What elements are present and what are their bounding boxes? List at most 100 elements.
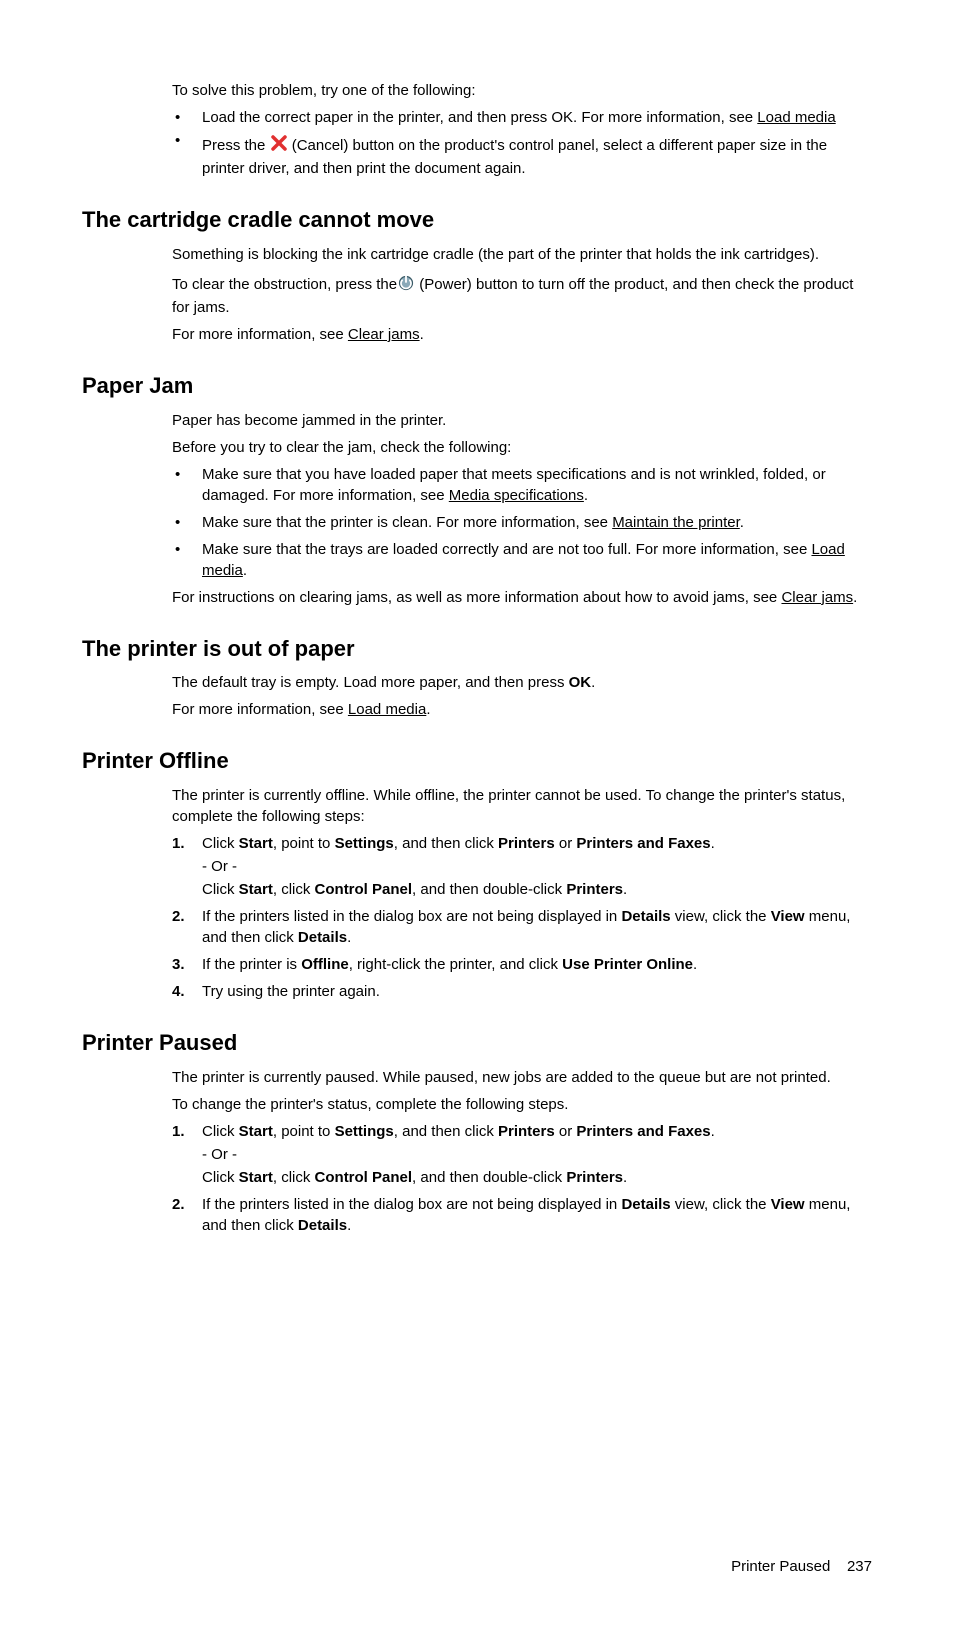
bold: Start xyxy=(239,1169,273,1186)
step-number: 1. xyxy=(172,833,185,854)
text: . xyxy=(853,589,857,606)
jam-item-2: • Make sure that the printer is clean. F… xyxy=(172,512,872,533)
offline-steps: 1. Click Start, point to Settings, and t… xyxy=(172,833,872,1002)
offline-step-4: 4. Try using the printer again. xyxy=(172,981,872,1002)
clear-jams-link[interactable]: Clear jams xyxy=(348,326,420,343)
or-divider: - Or - xyxy=(202,1144,872,1165)
text: , and then click xyxy=(394,1123,498,1140)
text: , point to xyxy=(273,1123,335,1140)
step-number: 2. xyxy=(172,906,185,927)
bold: Start xyxy=(239,881,273,898)
offline-step-2: 2. If the printers listed in the dialog … xyxy=(172,906,872,948)
power-icon xyxy=(397,273,415,297)
offline-step-1-alt: Click Start, click Control Panel, and th… xyxy=(202,879,872,900)
bold: View xyxy=(771,1196,805,1213)
text: Click xyxy=(202,835,239,852)
text: Press the xyxy=(202,137,270,154)
text: . xyxy=(243,562,247,579)
paused-step-1: 1. Click Start, point to Settings, and t… xyxy=(172,1121,872,1188)
text: Make sure that the printer is clean. For… xyxy=(202,514,612,531)
text: . xyxy=(420,326,424,343)
bold: Details xyxy=(298,1217,347,1234)
text: Click xyxy=(202,1169,239,1186)
text: If the printer is xyxy=(202,956,301,973)
text: Make sure that the trays are loaded corr… xyxy=(202,541,811,558)
outpaper-heading: The printer is out of paper xyxy=(82,634,872,665)
text: Click xyxy=(202,881,239,898)
bullet-icon: • xyxy=(175,539,180,560)
intro-lead: To solve this problem, try one of the fo… xyxy=(172,80,872,101)
page-content: To solve this problem, try one of the fo… xyxy=(82,80,872,1577)
text: For more information, see xyxy=(172,326,348,343)
cradle-p3: For more information, see Clear jams. xyxy=(172,324,872,345)
cradle-p1: Something is blocking the ink cartridge … xyxy=(172,244,872,265)
offline-step-3: 3. If the printer is Offline, right-clic… xyxy=(172,954,872,975)
intro-list: • Load the correct paper in the printer,… xyxy=(172,107,872,179)
text: . xyxy=(347,1217,351,1234)
paused-p2: To change the printer's status, complete… xyxy=(172,1094,872,1115)
bold: Start xyxy=(239,1123,273,1140)
text: , point to xyxy=(273,835,335,852)
jam-list: • Make sure that you have loaded paper t… xyxy=(172,464,872,581)
bold: Settings xyxy=(335,1123,394,1140)
bold: Printers xyxy=(498,835,555,852)
footer-section: Printer Paused xyxy=(731,1558,830,1575)
outpaper-p2: For more information, see Load media. xyxy=(172,699,872,720)
text: view, click the xyxy=(671,908,771,925)
text: Load the correct paper in the printer, a… xyxy=(202,109,757,126)
load-media-link[interactable]: Load media xyxy=(757,109,835,126)
text: . xyxy=(623,1169,627,1186)
paused-steps: 1. Click Start, point to Settings, and t… xyxy=(172,1121,872,1236)
jam-p1: Paper has become jammed in the printer. xyxy=(172,410,872,431)
text: . xyxy=(623,881,627,898)
offline-p1: The printer is currently offline. While … xyxy=(172,785,872,827)
text: , and then double-click xyxy=(412,1169,566,1186)
text: (Cancel) button on the product's control… xyxy=(202,137,827,177)
text: . xyxy=(740,514,744,531)
bold: Printers xyxy=(566,881,623,898)
paused-step-1-alt: Click Start, click Control Panel, and th… xyxy=(202,1167,872,1188)
intro-item-1: • Load the correct paper in the printer,… xyxy=(172,107,872,128)
text: The default tray is empty. Load more pap… xyxy=(172,674,569,691)
or-divider: - Or - xyxy=(202,856,872,877)
text: If the printers listed in the dialog box… xyxy=(202,908,621,925)
text: , click xyxy=(273,1169,315,1186)
step-number: 2. xyxy=(172,1194,185,1215)
text: To clear the obstruction, press the xyxy=(172,276,397,293)
cradle-heading: The cartridge cradle cannot move xyxy=(82,205,872,236)
text: , right-click the printer, and click xyxy=(349,956,562,973)
paused-step-2: 2. If the printers listed in the dialog … xyxy=(172,1194,872,1236)
text: For instructions on clearing jams, as we… xyxy=(172,589,781,606)
step-number: 1. xyxy=(172,1121,185,1142)
paused-p1: The printer is currently paused. While p… xyxy=(172,1067,872,1088)
bold: Start xyxy=(239,835,273,852)
maintain-the-printer-link[interactable]: Maintain the printer xyxy=(612,514,740,531)
jam-heading: Paper Jam xyxy=(82,371,872,402)
step-number: 4. xyxy=(172,981,185,1002)
clear-jams-link[interactable]: Clear jams xyxy=(781,589,853,606)
text: view, click the xyxy=(671,1196,771,1213)
text: , and then double-click xyxy=(412,881,566,898)
step-number: 3. xyxy=(172,954,185,975)
page-footer: Printer Paused 237 xyxy=(82,1556,872,1577)
text: . xyxy=(711,835,715,852)
bold: Printers and Faxes xyxy=(576,1123,710,1140)
text: . xyxy=(584,487,588,504)
ok-bold: OK xyxy=(569,674,592,691)
bold: Printers xyxy=(566,1169,623,1186)
jam-p2: Before you try to clear the jam, check t… xyxy=(172,437,872,458)
load-media-link[interactable]: Load media xyxy=(348,701,426,718)
text: or xyxy=(555,1123,577,1140)
media-specifications-link[interactable]: Media specifications xyxy=(449,487,584,504)
intro-item-2: • Press the (Cancel) button on the produ… xyxy=(172,134,872,179)
text: For more information, see xyxy=(172,701,348,718)
outpaper-p1: The default tray is empty. Load more pap… xyxy=(172,672,872,693)
text: . xyxy=(711,1123,715,1140)
bold: Details xyxy=(621,908,670,925)
jam-item-1: • Make sure that you have loaded paper t… xyxy=(172,464,872,506)
bullet-icon: • xyxy=(175,107,180,128)
text: . xyxy=(591,674,595,691)
text: or xyxy=(555,835,577,852)
bold: View xyxy=(771,908,805,925)
bold: Control Panel xyxy=(315,1169,413,1186)
